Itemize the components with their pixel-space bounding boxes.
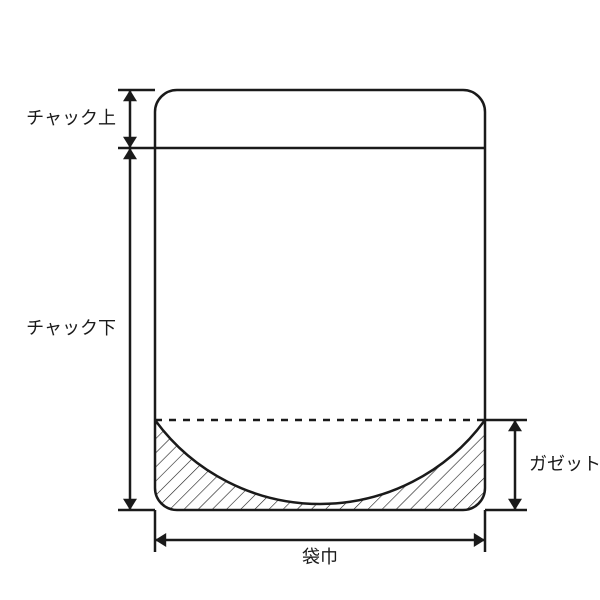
- gusset-seal-area: [155, 420, 485, 510]
- dim-label: チャック下: [26, 318, 116, 338]
- dim-label: チャック上: [26, 108, 116, 128]
- pouch-dimension-diagram: チャック上チャック下袋巾 ガゼット巾: [0, 0, 600, 600]
- dim-label: 袋巾: [302, 547, 338, 567]
- pouch-outline: [155, 90, 485, 510]
- dim-label: ガゼット巾: [529, 454, 600, 474]
